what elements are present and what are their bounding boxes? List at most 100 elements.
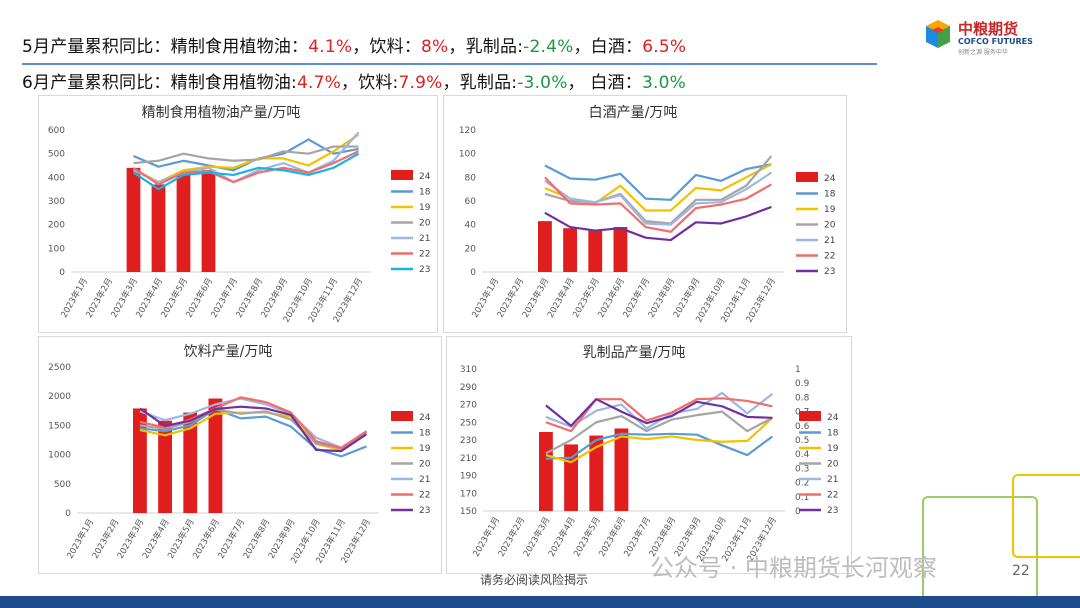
logo-cn-name: 中粮期货 bbox=[958, 20, 1019, 38]
legend-label-19: 19 bbox=[827, 444, 839, 454]
y-tick-label: 60 bbox=[465, 197, 477, 207]
headline-may-sep1: ，饮料： bbox=[352, 37, 422, 57]
legend-swatch-24 bbox=[391, 411, 413, 421]
line-series-18 bbox=[139, 407, 367, 458]
chart-liquor: 白酒产量/万吨0204060801001202023年1月2023年2月2023… bbox=[459, 105, 836, 324]
headline-may-drink: 8% bbox=[421, 37, 449, 57]
legend-label-20: 20 bbox=[419, 460, 431, 470]
chart-oil: 精制食用植物油产量/万吨01002003004005006002023年1月20… bbox=[48, 104, 431, 324]
y-tick-label: 1000 bbox=[48, 451, 71, 461]
line-series-19 bbox=[132, 133, 360, 184]
legend-label-19: 19 bbox=[419, 444, 431, 454]
bar-24 bbox=[613, 227, 628, 272]
bar-24 bbox=[158, 420, 173, 513]
y-tick-label: 2500 bbox=[48, 363, 71, 373]
risk-disclaimer: 请务必阅读风险揭示 bbox=[480, 573, 589, 587]
y2-tick-label: 0.5 bbox=[795, 436, 809, 446]
chart-title: 乳制品产量/万吨 bbox=[583, 345, 686, 361]
bar-24 bbox=[126, 167, 141, 272]
legend-label-20: 20 bbox=[419, 219, 431, 229]
headline-may-oil: 4.1% bbox=[308, 37, 353, 57]
headline-may-sep3: ，白酒： bbox=[573, 37, 643, 57]
legend-label-21: 21 bbox=[419, 475, 430, 485]
chart-title: 白酒产量/万吨 bbox=[589, 105, 678, 121]
bar-24 bbox=[588, 230, 603, 272]
legend-swatch-24 bbox=[391, 170, 413, 180]
legend-label-18: 18 bbox=[419, 429, 431, 439]
bar-24 bbox=[132, 408, 147, 513]
bar-24 bbox=[614, 428, 629, 511]
y-tick-label: 250 bbox=[460, 418, 477, 428]
y-tick-label: 210 bbox=[460, 454, 477, 464]
y-tick-label: 40 bbox=[465, 221, 477, 231]
line-series-20 bbox=[544, 155, 773, 225]
y-tick-label: 170 bbox=[460, 489, 477, 499]
y2-tick-label: 0 bbox=[795, 507, 801, 517]
headline-may-liquor: 6.5% bbox=[642, 37, 687, 57]
y-tick-label: 100 bbox=[48, 244, 65, 254]
y-tick-label: 600 bbox=[48, 126, 65, 136]
headline-june-sep3: ， 白酒： bbox=[567, 73, 642, 93]
y-tick-label: 100 bbox=[459, 150, 476, 160]
legend-label-19: 19 bbox=[419, 203, 431, 213]
legend-label-18: 18 bbox=[419, 188, 431, 198]
legend-label-23: 23 bbox=[824, 267, 835, 277]
legend-label-19: 19 bbox=[824, 205, 836, 215]
line-series-23 bbox=[132, 152, 360, 191]
chart-drink: 饮料产量/万吨050010001500200025002023年1月2023年2… bbox=[48, 344, 431, 565]
chart-title: 饮料产量/万吨 bbox=[184, 344, 273, 360]
chart-dairy: 乳制品产量/万吨 150 170 190 210 230 250 270 290 310 0 0.1 0… bbox=[460, 345, 839, 563]
headline-may-sep2: ，乳制品: bbox=[448, 37, 524, 57]
headline-may-dairy: -2.4% bbox=[523, 37, 574, 57]
y-tick-label: 0 bbox=[470, 268, 476, 278]
line-series-21 bbox=[139, 397, 368, 449]
y2-tick-label: 1 bbox=[795, 365, 801, 375]
legend-label-22: 22 bbox=[419, 250, 430, 260]
line-series-20 bbox=[139, 407, 368, 450]
line-series-23 bbox=[545, 398, 773, 427]
chart-panel-liquor: 白酒产量/万吨 0 20 40 60 80 100 120 2023年1月 2023年2月 2023… bbox=[443, 95, 847, 333]
y-tick-label: 0 bbox=[65, 509, 71, 519]
legend-label-23: 23 bbox=[827, 506, 838, 516]
chart-panel-oil: 精制食用植物油产量/万吨 0 100 200 300 400 500 600 2023年1月 20… bbox=[38, 95, 438, 333]
line-series-22 bbox=[544, 176, 772, 233]
legend-label-20: 20 bbox=[827, 460, 839, 470]
legend-label-22: 22 bbox=[419, 491, 430, 501]
headline-june-dairy: -3.0% bbox=[517, 73, 568, 93]
legend-label-20: 20 bbox=[824, 221, 836, 231]
y-tick-label: 500 bbox=[48, 150, 65, 160]
bar-24 bbox=[589, 435, 604, 511]
line-series-23 bbox=[139, 405, 368, 453]
headline-june-sep1: ，饮料: bbox=[340, 73, 399, 93]
bar-24 bbox=[208, 398, 223, 513]
y-tick-label: 80 bbox=[465, 173, 477, 183]
y-tick-label: 300 bbox=[48, 197, 65, 207]
line-series-21 bbox=[545, 391, 774, 430]
line-series-19 bbox=[545, 417, 774, 464]
line-series-23 bbox=[544, 205, 772, 242]
bar-24 bbox=[563, 228, 578, 272]
headline-june-prefix: 6月产量累积同比：精制食用植物油: bbox=[22, 73, 297, 93]
y-tick-label: 500 bbox=[54, 480, 71, 490]
headline-june-drink: 7.9% bbox=[398, 73, 443, 93]
bottom-bar bbox=[0, 596, 1080, 608]
bar-24 bbox=[183, 412, 198, 513]
legend-label-21: 21 bbox=[824, 236, 835, 246]
line-series-22 bbox=[132, 150, 359, 186]
bar-24 bbox=[151, 184, 166, 272]
y-tick-label: 1500 bbox=[48, 421, 71, 431]
y2-tick-label: 0.8 bbox=[795, 393, 810, 403]
y-tick-label: 230 bbox=[460, 436, 477, 446]
chart-panel-drink: 饮料产量/万吨 0 500 1000 1500 2000 2500 2023年1月 2023年2… bbox=[38, 336, 442, 574]
legend-label-22: 22 bbox=[827, 491, 838, 501]
page-number: 22 bbox=[1012, 563, 1030, 579]
legend-label-23: 23 bbox=[419, 265, 430, 275]
legend-swatch-24 bbox=[799, 411, 821, 421]
y2-tick-label: 0.6 bbox=[795, 422, 810, 432]
legend-label-21: 21 bbox=[419, 234, 430, 244]
y2-tick-label: 0.1 bbox=[795, 493, 809, 503]
y-tick-label: 400 bbox=[48, 173, 65, 183]
y-tick-label: 120 bbox=[459, 126, 476, 136]
headline-may: 5月产量累积同比：精制食用植物油：4.1%，饮料：8%，乳制品:-2.4%，白酒… bbox=[22, 32, 686, 57]
line-series-20 bbox=[545, 410, 773, 455]
